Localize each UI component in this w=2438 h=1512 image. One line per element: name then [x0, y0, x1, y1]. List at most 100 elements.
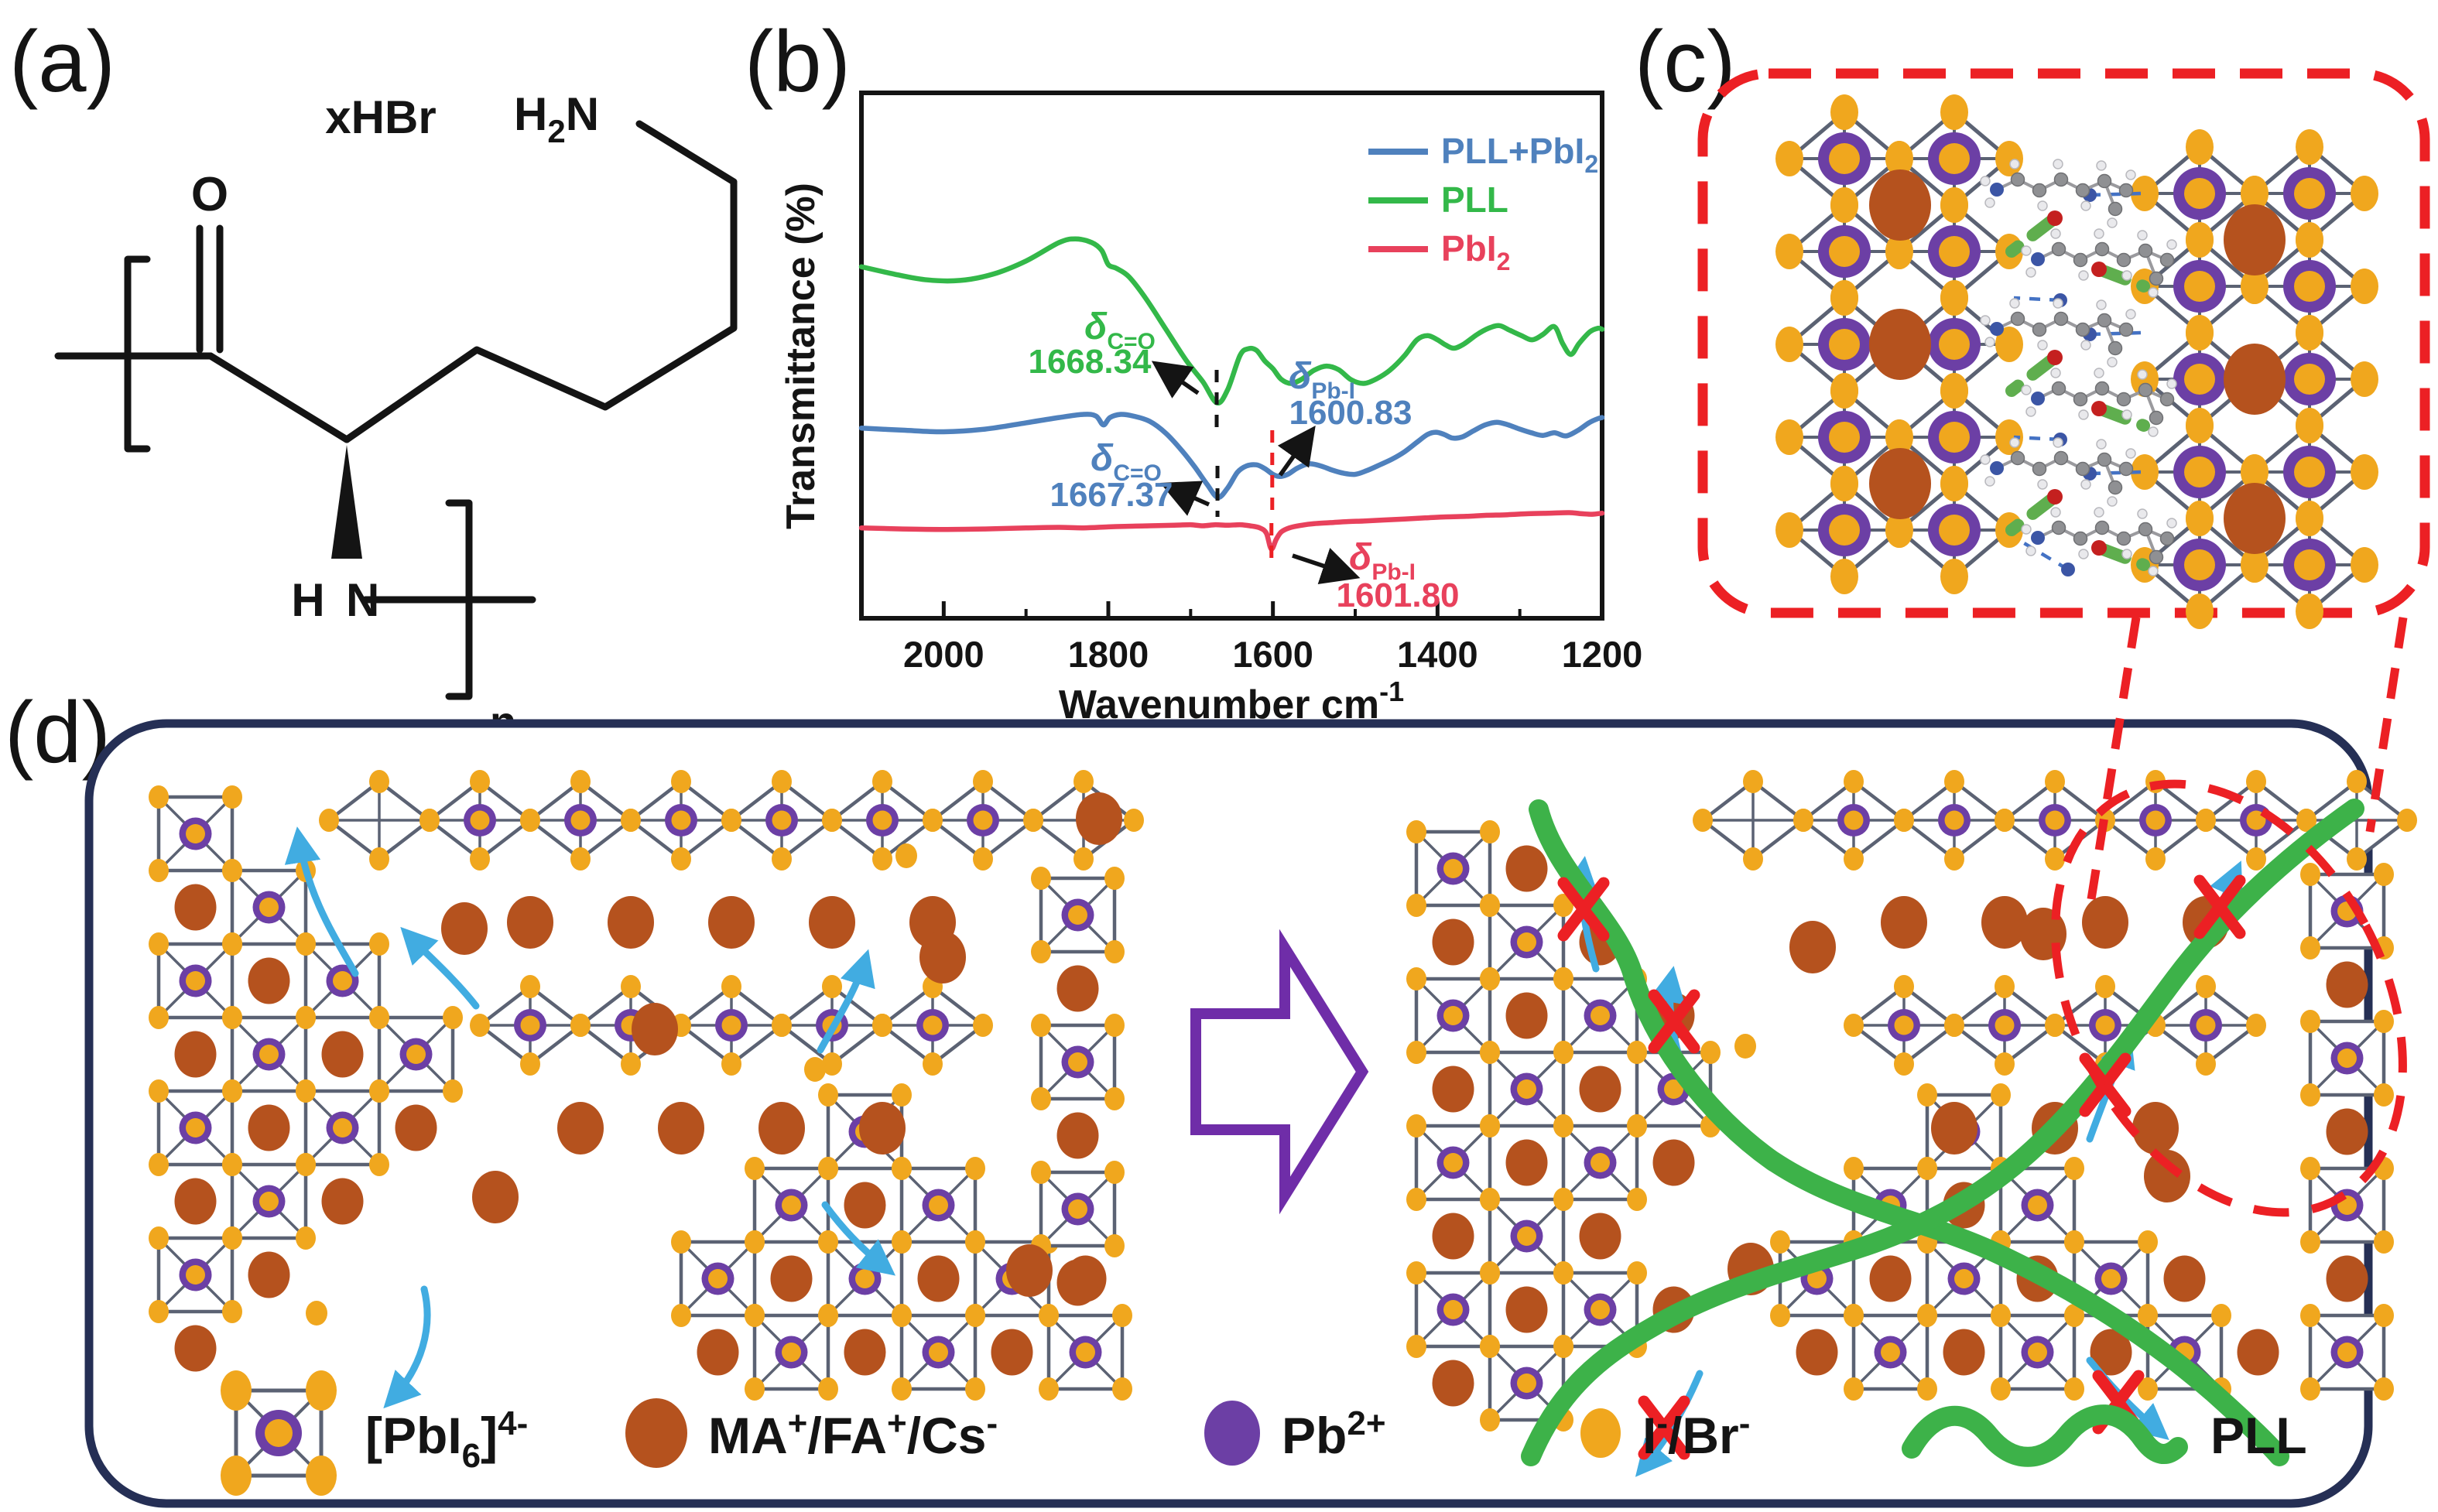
halide-ion: [2347, 847, 2367, 871]
halide-ion: [1885, 141, 1913, 176]
panel-c-schematic: [1697, 68, 2430, 629]
halide-ion: [1991, 1304, 2011, 1327]
halide-ion: [1443, 1153, 1463, 1172]
halide-ion: [965, 1230, 985, 1254]
halide-ion: [2064, 1377, 2084, 1401]
halide-ion: [2138, 1377, 2158, 1401]
pbi6-octahedron: [296, 932, 389, 1029]
halide-ion: [1829, 329, 1860, 360]
carbon-atom: [2138, 243, 2153, 258]
a-site-cation: [1432, 1360, 1474, 1407]
legend-label-a-site-cation: MA+/FA+/Cs-: [708, 1404, 998, 1464]
halide-ion: [149, 785, 169, 809]
halide-ion: [2374, 1010, 2394, 1033]
panel-d-schematic: [PbI6]4- MA+/FA+/Cs- Pb2+ I-/Br- PLL: [84, 617, 2417, 1508]
carbon-atom: [2149, 410, 2164, 426]
hydrogen-bond: [2013, 296, 2061, 303]
halide-ion: [2300, 936, 2320, 960]
halide-ion: [149, 859, 169, 882]
halide-ion: [470, 847, 490, 871]
halide-ion: [319, 809, 339, 832]
carbon-atom: [2094, 381, 2110, 396]
halide-ion: [1104, 1234, 1125, 1257]
pbi6-octahedron: [1031, 1161, 1125, 1257]
halide-ion: [1104, 1087, 1125, 1110]
halide-ion: [671, 847, 691, 871]
annotation-value: 1600.83: [1289, 394, 1412, 432]
halide-ion: [818, 1377, 838, 1401]
halide-ion: [570, 770, 591, 793]
carbon-atom: [2073, 392, 2088, 407]
halide-ion: [1743, 770, 1763, 793]
annotation-arrow: [1277, 425, 1316, 477]
oxygen-atom: [2091, 262, 2107, 277]
a-site-cation: [1652, 1139, 1695, 1186]
pbi6-octahedron: [2300, 1010, 2394, 1107]
hydrogen-atom: [1984, 197, 1995, 208]
halide-ion-free: [804, 1057, 826, 1082]
halide-ion: [369, 1006, 389, 1029]
a-site-cation: [2144, 1150, 2190, 1202]
a-site-cation: [2090, 1329, 2132, 1376]
halide-ion: [222, 1226, 242, 1250]
carbon-atom: [2032, 461, 2047, 477]
halide-ion: [1793, 809, 1813, 832]
hydrogen-atom: [2021, 245, 2032, 256]
halide-ion: [1939, 143, 1970, 174]
hydrogen-atom: [2080, 200, 2091, 211]
a-site-cation: [1981, 896, 2028, 949]
a-site-cation: [248, 957, 290, 1004]
halide-ion: [1894, 809, 1914, 832]
annotation-symbol: δPb-I: [1289, 356, 1355, 404]
halide-ion: [1775, 419, 1803, 455]
halide-ion: [222, 1006, 242, 1029]
halide-ion: [1830, 466, 1858, 501]
halide-ion: [222, 785, 242, 809]
halide-ion: [818, 1083, 838, 1107]
halide-ion: [1829, 422, 1860, 453]
ion-migration-arrow: [817, 949, 875, 1054]
carbon-atom: [2118, 322, 2134, 337]
halide-ion: [1480, 1408, 1500, 1432]
halide-ion-swatch: [1580, 1408, 1621, 1458]
halide-ion: [1553, 1041, 1573, 1064]
nitrogen-atom: [2031, 252, 2045, 266]
halide-ion: [2101, 1269, 2121, 1288]
halide-ion: [1944, 847, 1964, 871]
halide-ion: [1517, 1373, 1536, 1393]
pbi6-octahedron-diamond: [923, 770, 1043, 871]
halide-ion: [1031, 867, 1051, 890]
halide-ion: [1844, 810, 1864, 830]
hydrogen-atom: [2137, 230, 2148, 241]
a-site-cation: [507, 896, 553, 949]
halide-ion: [1553, 1335, 1573, 1358]
halide-ion: [1031, 1161, 1051, 1184]
pbi6-octahedron-diamond: [520, 770, 641, 871]
pbi6-octahedron: [2300, 1157, 2394, 1254]
halide-ion: [520, 809, 540, 832]
tick-label: 2000: [903, 634, 984, 675]
halide-ion: [892, 1377, 912, 1401]
carbon-atom: [2116, 392, 2132, 407]
scene-legend: [PbI6]4- MA+/FA+/Cs- Pb2+ I-/Br- PLL: [221, 1370, 2307, 1496]
halide-ion: [2296, 594, 2323, 629]
halide-ion: [520, 1052, 540, 1076]
a-site-cation: [472, 1171, 519, 1223]
pbi6-octahedron: [2300, 1304, 2394, 1401]
halide-ion: [1844, 1304, 1864, 1327]
halide-ion: [443, 1079, 463, 1103]
halide-ion: [1995, 809, 2015, 832]
a-site-cation: [2163, 1255, 2206, 1302]
halide-ion: [1775, 327, 1803, 362]
carbonyl-lattice-bond: [2093, 263, 2150, 292]
halide-ion: [892, 1304, 912, 1327]
annotation-arrow: [1151, 361, 1200, 399]
halide-ion: [1770, 1304, 1790, 1327]
halide-ion: [1406, 1335, 1426, 1358]
halide-ion: [772, 1014, 792, 1037]
a-site-cation: [2326, 961, 2368, 1008]
pbi6-octahedron: [892, 1304, 985, 1401]
pbi6-octahedron: [1406, 1261, 1500, 1358]
carbon-atom: [2075, 322, 2090, 337]
halide-ion: [745, 1377, 765, 1401]
